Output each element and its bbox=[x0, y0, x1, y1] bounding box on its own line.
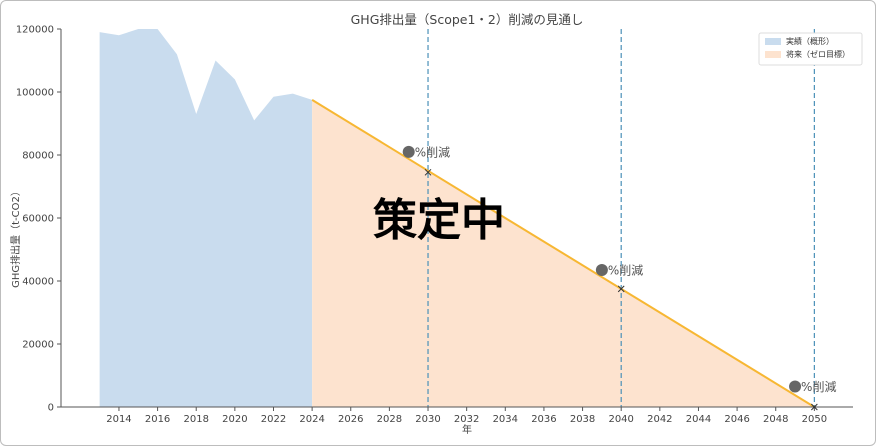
x-tick-label: 2046 bbox=[724, 414, 749, 425]
y-tick-label: 60000 bbox=[22, 214, 54, 225]
legend-label-actual: 実績（概形） bbox=[786, 36, 834, 46]
x-tick-label: 2036 bbox=[531, 414, 556, 425]
y-axis-label: GHG排出量（t-CO2） bbox=[9, 186, 22, 288]
y-axis-ticks: 0 20000 40000 60000 80000 100000 120000 bbox=[16, 25, 61, 414]
future-line bbox=[311, 99, 815, 408]
x-tick-label: 2048 bbox=[763, 414, 788, 425]
x-tick-label: 2042 bbox=[647, 414, 672, 425]
line-layer bbox=[311, 99, 815, 408]
y-tick-label: 120000 bbox=[16, 25, 54, 36]
annotation-dot bbox=[402, 145, 415, 158]
x-axis-label: 年 bbox=[462, 423, 472, 436]
x-tick-label: 2034 bbox=[493, 414, 518, 425]
x-tick-label: 2026 bbox=[338, 414, 363, 425]
annotation-dot bbox=[789, 380, 802, 393]
x-marker bbox=[811, 403, 818, 411]
x-tick-label: 2040 bbox=[608, 414, 633, 425]
annotation-layer: %削減 %削減 %削減 bbox=[402, 144, 836, 411]
legend-swatch-future bbox=[765, 51, 781, 58]
legend-box bbox=[758, 32, 863, 66]
annotation-dot bbox=[595, 263, 608, 276]
y-tick-label: 20000 bbox=[22, 340, 54, 351]
x-tick-label: 2022 bbox=[261, 414, 286, 425]
x-tick-label: 2024 bbox=[299, 414, 324, 425]
actual-area bbox=[99, 29, 313, 407]
y-tick-label: 0 bbox=[48, 403, 54, 414]
target-year-lines bbox=[427, 29, 815, 407]
x-tick-label: 2050 bbox=[802, 414, 827, 425]
chart-title: GHG排出量（Scope1・2）削減の見通し bbox=[351, 12, 584, 27]
x-tick-label: 2030 bbox=[415, 414, 440, 425]
x-marker bbox=[424, 168, 432, 176]
x-axis-ticks: 2014 2016 2018 2020 2022 2024 2026 2028 2030 2032… bbox=[106, 407, 827, 425]
x-tick-label: 2044 bbox=[686, 414, 711, 425]
x-tick-label: 2028 bbox=[377, 414, 402, 425]
legend-label-future: 将来（ゼロ目標） bbox=[786, 49, 850, 59]
x-tick-label: 2016 bbox=[145, 414, 170, 425]
x-tick-label: 2032 bbox=[454, 414, 479, 425]
overlay-stamp: 策定中 bbox=[373, 195, 505, 246]
x-tick-label: 2020 bbox=[222, 414, 247, 425]
x-tick-label: 2038 bbox=[570, 414, 595, 425]
annotation-label: %削減 bbox=[608, 262, 643, 277]
x-tick-label: 2014 bbox=[106, 414, 131, 425]
annotation-label: %削減 bbox=[801, 379, 836, 394]
x-marker-stroke bbox=[424, 168, 432, 176]
legend: 実績（概形） 将来（ゼロ目標） bbox=[758, 32, 863, 66]
y-tick-label: 100000 bbox=[16, 88, 54, 99]
y-tick-label: 40000 bbox=[22, 277, 54, 288]
x-marker-stroke bbox=[617, 285, 625, 293]
annotation-label: %削減 bbox=[415, 144, 450, 159]
legend-swatch-actual bbox=[765, 38, 781, 45]
y-tick-label: 80000 bbox=[22, 151, 54, 162]
x-marker bbox=[617, 285, 625, 293]
x-marker-stroke bbox=[811, 403, 818, 411]
x-tick-label: 2018 bbox=[183, 414, 208, 425]
